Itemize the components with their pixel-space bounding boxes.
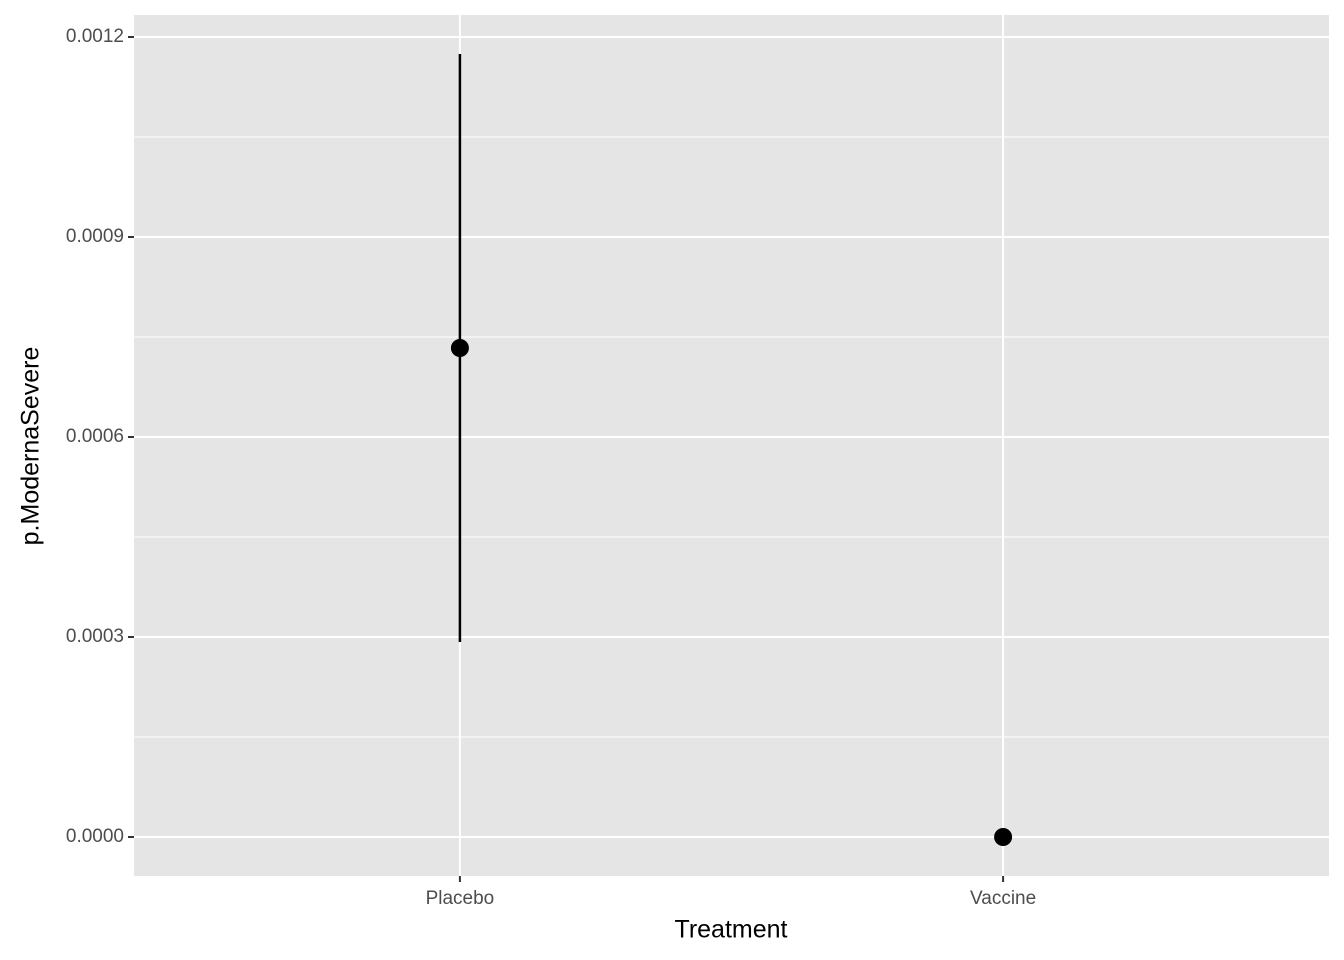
y-tick-label: 0.0000 [66, 826, 124, 847]
y-axis-title: p.ModernaSevere [17, 347, 45, 546]
y-tick-label: 0.0006 [66, 426, 124, 447]
point [994, 828, 1013, 846]
y-tick-label: 0.0009 [66, 226, 124, 247]
y-tick-label: 0.0012 [66, 26, 124, 47]
point [450, 339, 469, 357]
x-axis-title: Treatment [674, 916, 787, 944]
panel [134, 15, 1329, 876]
x-tick-label: Vaccine [970, 888, 1036, 909]
x-tick-label: Placebo [426, 888, 495, 909]
y-tick-label: 0.0003 [66, 626, 124, 647]
